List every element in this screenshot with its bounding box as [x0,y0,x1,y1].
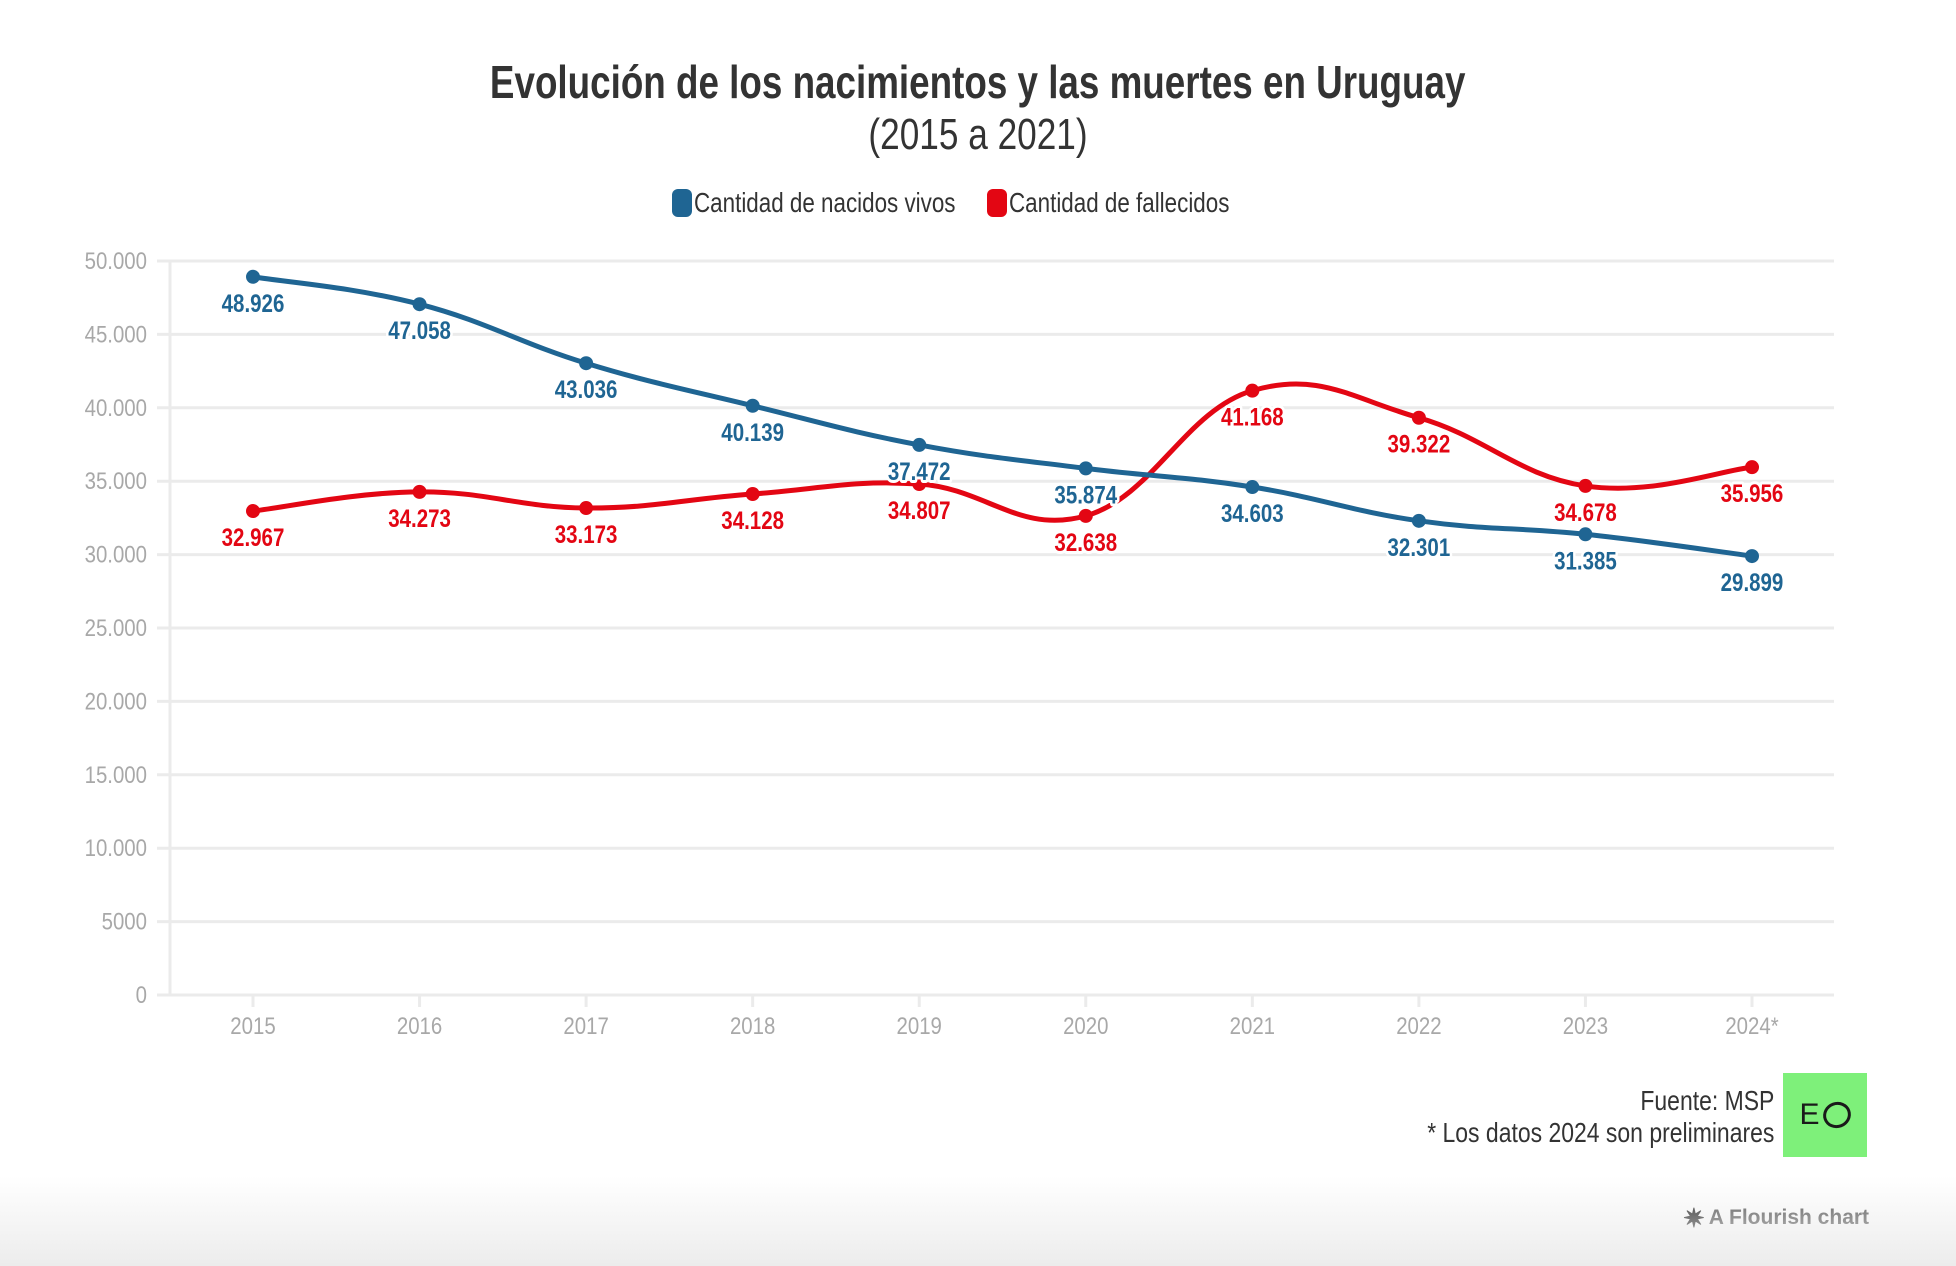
legend-swatch-nacidos [671,189,692,217]
source-note: Fuente: MSP [1640,1085,1774,1116]
point-nacidos [1078,461,1093,476]
data-label-fallecidos: 34.273 [388,504,451,532]
data-label-fallecidos: 33.173 [555,520,618,548]
point-fallecidos [579,501,594,516]
x-tick-label: 2020 [1063,1012,1108,1039]
data-label-fallecidos: 39.322 [1388,430,1451,458]
y-tick-label: 35.000 [85,468,147,495]
data-label-nacidos: 29.899 [1721,568,1784,596]
flourish-credit-text: A Flourish chart [1708,1206,1870,1229]
point-nacidos [745,398,760,413]
series-line-fallecidos [250,381,1755,523]
y-tick-label: 20.000 [85,688,147,715]
point-nacidos [1745,549,1759,564]
data-label-fallecidos: 34.807 [888,496,951,524]
x-tick-label: 2015 [230,1012,275,1039]
point-nacidos [579,356,594,371]
point-nacidos [1578,527,1593,542]
eo-logo[interactable]: E [1783,1073,1867,1157]
data-label-fallecidos: 34.678 [1554,498,1617,526]
point-fallecidos [246,504,260,519]
preliminary-note: * Los datos 2024 son preliminares [1426,1117,1774,1148]
flourish-credit[interactable]: ✷ A Flourish chart [1683,1203,1869,1233]
data-label-fallecidos: 35.956 [1721,479,1784,507]
flourish-star-icon: ✷ [1683,1202,1705,1233]
data-label-nacidos: 47.058 [388,316,451,344]
y-tick-label: 45.000 [85,321,147,348]
point-nacidos [1245,480,1260,495]
x-tick-label: 2016 [397,1012,442,1039]
point-fallecidos [745,487,760,502]
point-fallecidos [1578,478,1593,493]
legend-label-nacidos: Cantidad de nacidos vivos [693,187,956,218]
y-tick-label: 0 [136,981,147,1008]
y-tick-label: 40.000 [85,394,147,421]
point-nacidos [412,297,427,312]
x-tick-label: 2019 [897,1012,942,1039]
data-label-nacidos: 43.036 [555,375,618,403]
legend-label-fallecidos: Cantidad de fallecidos [1008,187,1230,218]
x-tick-label: 2017 [563,1012,608,1039]
legend-item-fallecidos[interactable]: Cantidad de fallecidos [986,187,1285,219]
data-label-fallecidos: 34.128 [721,506,784,534]
point-fallecidos [912,477,927,492]
point-nacidos [1411,513,1426,528]
x-tick-label: 2024* [1725,1012,1779,1039]
data-label-nacidos: 34.603 [1221,499,1284,527]
logo-o-icon [1818,1097,1855,1133]
y-tick-label: 15.000 [85,761,147,788]
series-line-nacidos [250,274,1755,559]
point-fallecidos [1745,460,1759,475]
y-tick-label: 30.000 [85,541,147,568]
data-label-nacidos: 37.472 [888,457,951,485]
data-label-fallecidos: 32.638 [1054,528,1117,556]
point-nacidos [912,437,927,452]
data-label-nacidos: 48.926 [222,289,285,317]
x-tick-label: 2018 [730,1012,775,1039]
y-tick-label: 25.000 [85,614,147,641]
x-tick-label: 2023 [1563,1012,1608,1039]
y-tick-label: 50.000 [85,247,147,274]
data-label-nacidos: 31.385 [1554,546,1617,574]
y-tick-label: 10.000 [85,835,147,862]
chart-title: Evolución de los nacimientos y las muert… [0,54,1956,110]
point-fallecidos [412,484,427,499]
logo-letter: E [1799,1098,1821,1131]
chart-title-text: Evolución de los nacimientos y las muert… [490,56,1466,108]
data-label-fallecidos: 41.168 [1221,403,1284,431]
data-label-nacidos: 32.301 [1388,533,1451,561]
chart-subtitle: (2015 a 2021) [0,107,1956,163]
data-label-nacidos: 35.874 [1054,480,1117,508]
point-fallecidos [1411,410,1426,425]
data-label-nacidos: 40.139 [721,418,784,446]
legend: Cantidad de nacidos vivos Cantidad de fa… [0,187,1956,219]
data-label-fallecidos: 32.967 [222,523,285,551]
x-tick-label: 2021 [1230,1012,1275,1039]
point-nacidos [246,269,260,284]
point-fallecidos [1078,508,1093,523]
point-fallecidos [1245,383,1260,398]
y-tick-label: 5000 [102,908,147,935]
legend-swatch-fallecidos [986,189,1007,217]
x-tick-label: 2022 [1396,1012,1441,1039]
chart-subtitle-text: (2015 a 2021) [868,110,1088,159]
chart-footer: Fuente: MSP * Los datos 2024 son prelimi… [1351,1085,1774,1149]
legend-item-nacidos[interactable]: Cantidad de nacidos vivos [671,187,1021,219]
